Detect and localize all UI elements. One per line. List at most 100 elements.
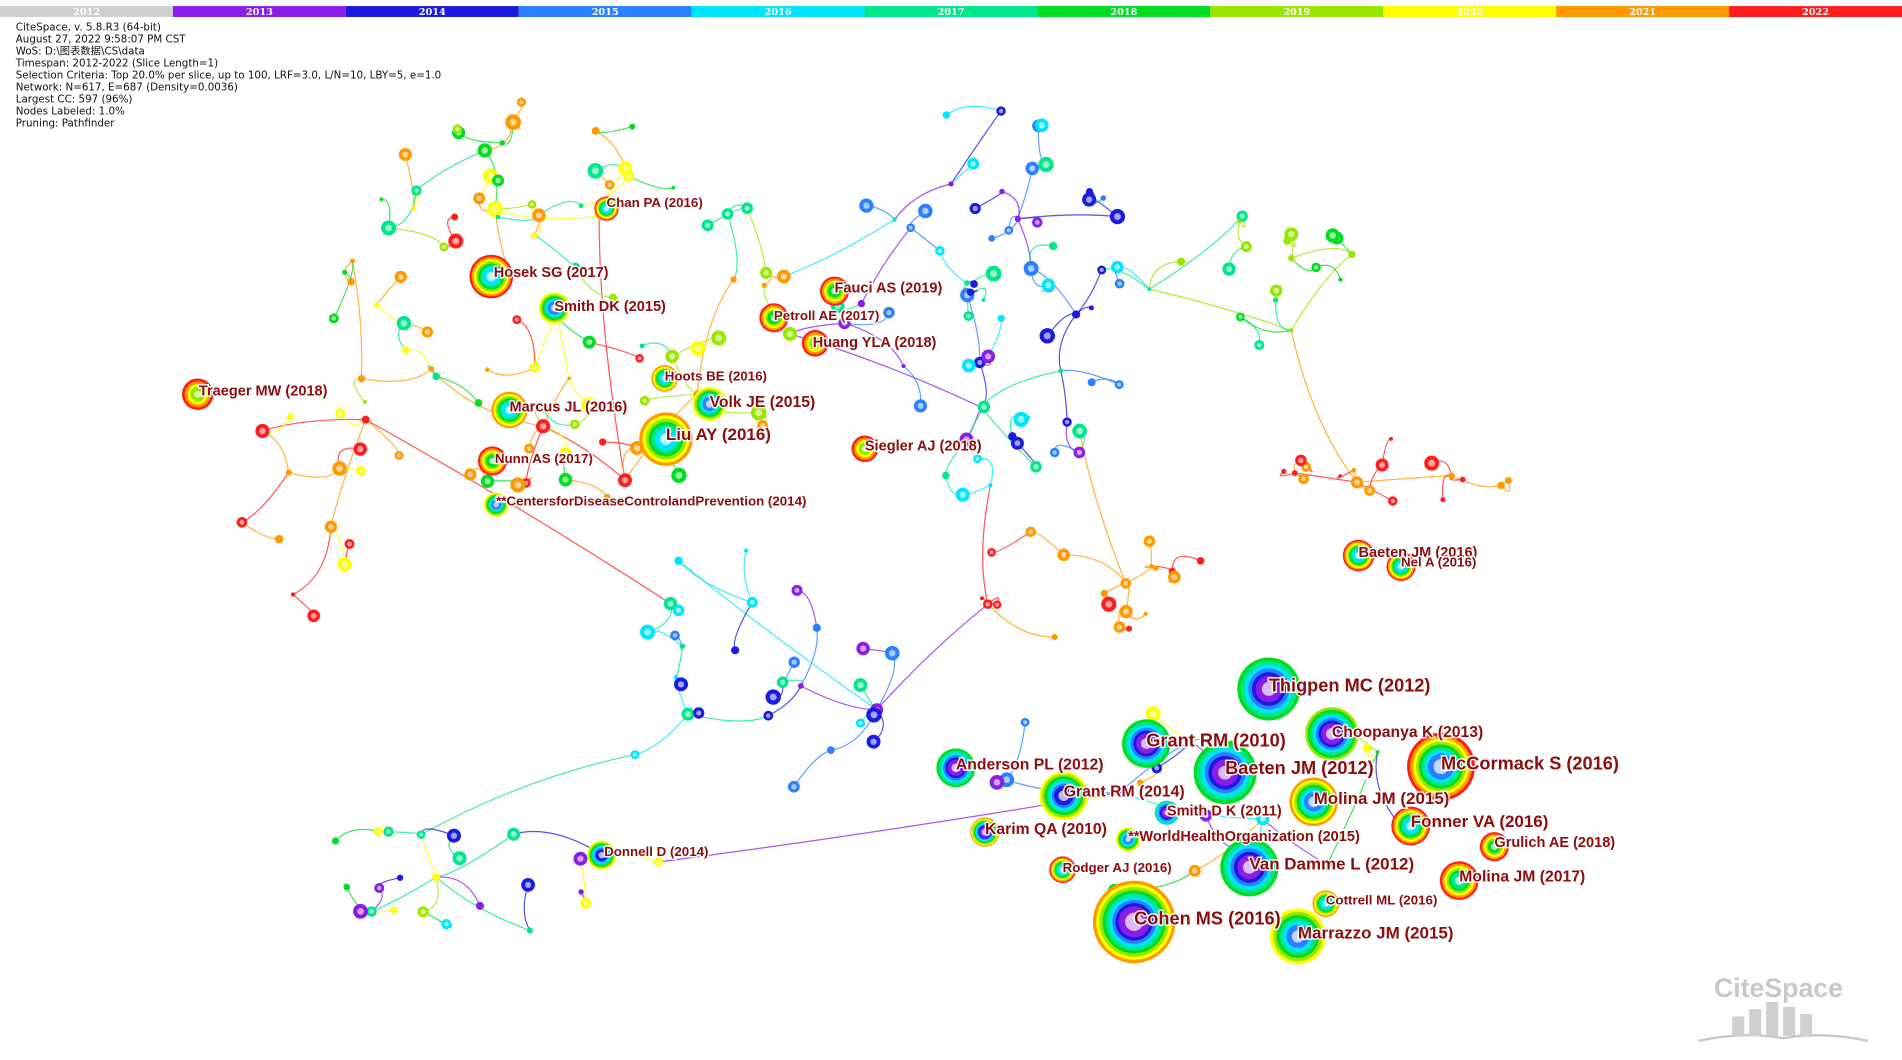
node-core [336, 465, 343, 472]
edge [1030, 267, 1077, 315]
header-line: Largest CC: 597 (96%) [16, 93, 133, 105]
edge [991, 218, 1019, 239]
node-core [386, 829, 391, 835]
edge [1375, 751, 1399, 823]
edge [946, 105, 1002, 116]
node-core [1038, 122, 1045, 129]
edge [1451, 475, 1509, 488]
node [1497, 481, 1505, 490]
node-core [573, 265, 578, 270]
node [379, 197, 384, 202]
node-core [452, 237, 460, 245]
node-core [331, 316, 337, 321]
node [857, 299, 866, 308]
node-label: Grant RM (2010) [1146, 730, 1285, 750]
edge [796, 589, 818, 628]
edge [1060, 370, 1068, 423]
node-core [1114, 264, 1121, 270]
node [980, 596, 984, 601]
node-core [550, 304, 558, 312]
node-core [1125, 912, 1144, 931]
node-core [860, 645, 867, 652]
node [1143, 611, 1148, 616]
node-core [420, 909, 426, 915]
edge [1294, 472, 1358, 483]
node [1049, 242, 1058, 251]
node-core [489, 457, 496, 465]
node [608, 293, 618, 302]
node-core [831, 287, 838, 295]
edge [330, 419, 367, 527]
node-label: Grant RM (2014) [1064, 783, 1185, 800]
node [1348, 250, 1356, 259]
node-label: **CentersforDiseaseControlandPrevention … [496, 494, 806, 509]
node [1459, 476, 1466, 483]
node-core [780, 273, 787, 280]
edge [430, 368, 544, 427]
node [1058, 368, 1064, 374]
edge [1171, 555, 1201, 572]
node-core [1117, 281, 1122, 286]
node [538, 402, 545, 409]
node-label: Donnell D (2014) [604, 844, 708, 859]
node [1272, 297, 1279, 303]
node-core [977, 359, 983, 366]
node-core [744, 205, 750, 211]
node-core [1354, 479, 1360, 486]
node-core [400, 319, 408, 327]
timeline-year: 2020 [1456, 7, 1483, 18]
edge [1291, 247, 1353, 259]
edge [371, 876, 437, 913]
node-core [583, 900, 589, 906]
node [396, 874, 404, 881]
edge [876, 652, 896, 711]
node-core [861, 445, 868, 452]
node [432, 873, 440, 882]
node [964, 280, 970, 286]
node-core [1045, 282, 1052, 288]
node-label: Siegler AJ (2018) [865, 438, 982, 454]
node-core [1218, 765, 1233, 780]
node-core [1379, 462, 1386, 468]
edge [1063, 554, 1127, 584]
edge [516, 319, 536, 368]
timeline-year: 2021 [1629, 7, 1656, 18]
node-core [622, 165, 629, 172]
node [432, 372, 441, 381]
node-core [1023, 720, 1028, 725]
node-core [908, 225, 913, 230]
node [942, 111, 951, 119]
node-label: Choopanya K (2013) [1332, 724, 1483, 741]
node [1351, 467, 1357, 473]
node-core [456, 854, 463, 862]
node-label: Liu AY (2016) [666, 425, 771, 444]
node [797, 682, 804, 689]
node-core [1171, 574, 1178, 580]
timeline-year: 2014 [419, 7, 446, 18]
node-core [1322, 900, 1329, 907]
edge [361, 368, 432, 382]
node-core [677, 681, 685, 688]
node-core [870, 711, 878, 719]
edge [1275, 300, 1292, 331]
node-core [532, 364, 538, 370]
node-core [509, 118, 517, 126]
node-core [1003, 776, 1011, 784]
node-label: Cottrell ML (2016) [1326, 893, 1438, 908]
timeline-segment [345, 6, 519, 17]
node-core [1114, 213, 1121, 221]
edge [628, 175, 674, 190]
node-label: Rodger AJ (2016) [1063, 860, 1172, 875]
node-core [972, 206, 978, 212]
node-label: Marcus JL (2016) [509, 399, 627, 415]
node [1153, 565, 1159, 571]
edge [333, 260, 354, 319]
node-core [562, 476, 569, 483]
edge [1017, 218, 1032, 269]
edge [458, 132, 503, 144]
node-core [1117, 382, 1122, 387]
node-core [402, 151, 409, 158]
edge [982, 485, 992, 605]
node [1338, 474, 1342, 478]
node-core [959, 491, 966, 498]
